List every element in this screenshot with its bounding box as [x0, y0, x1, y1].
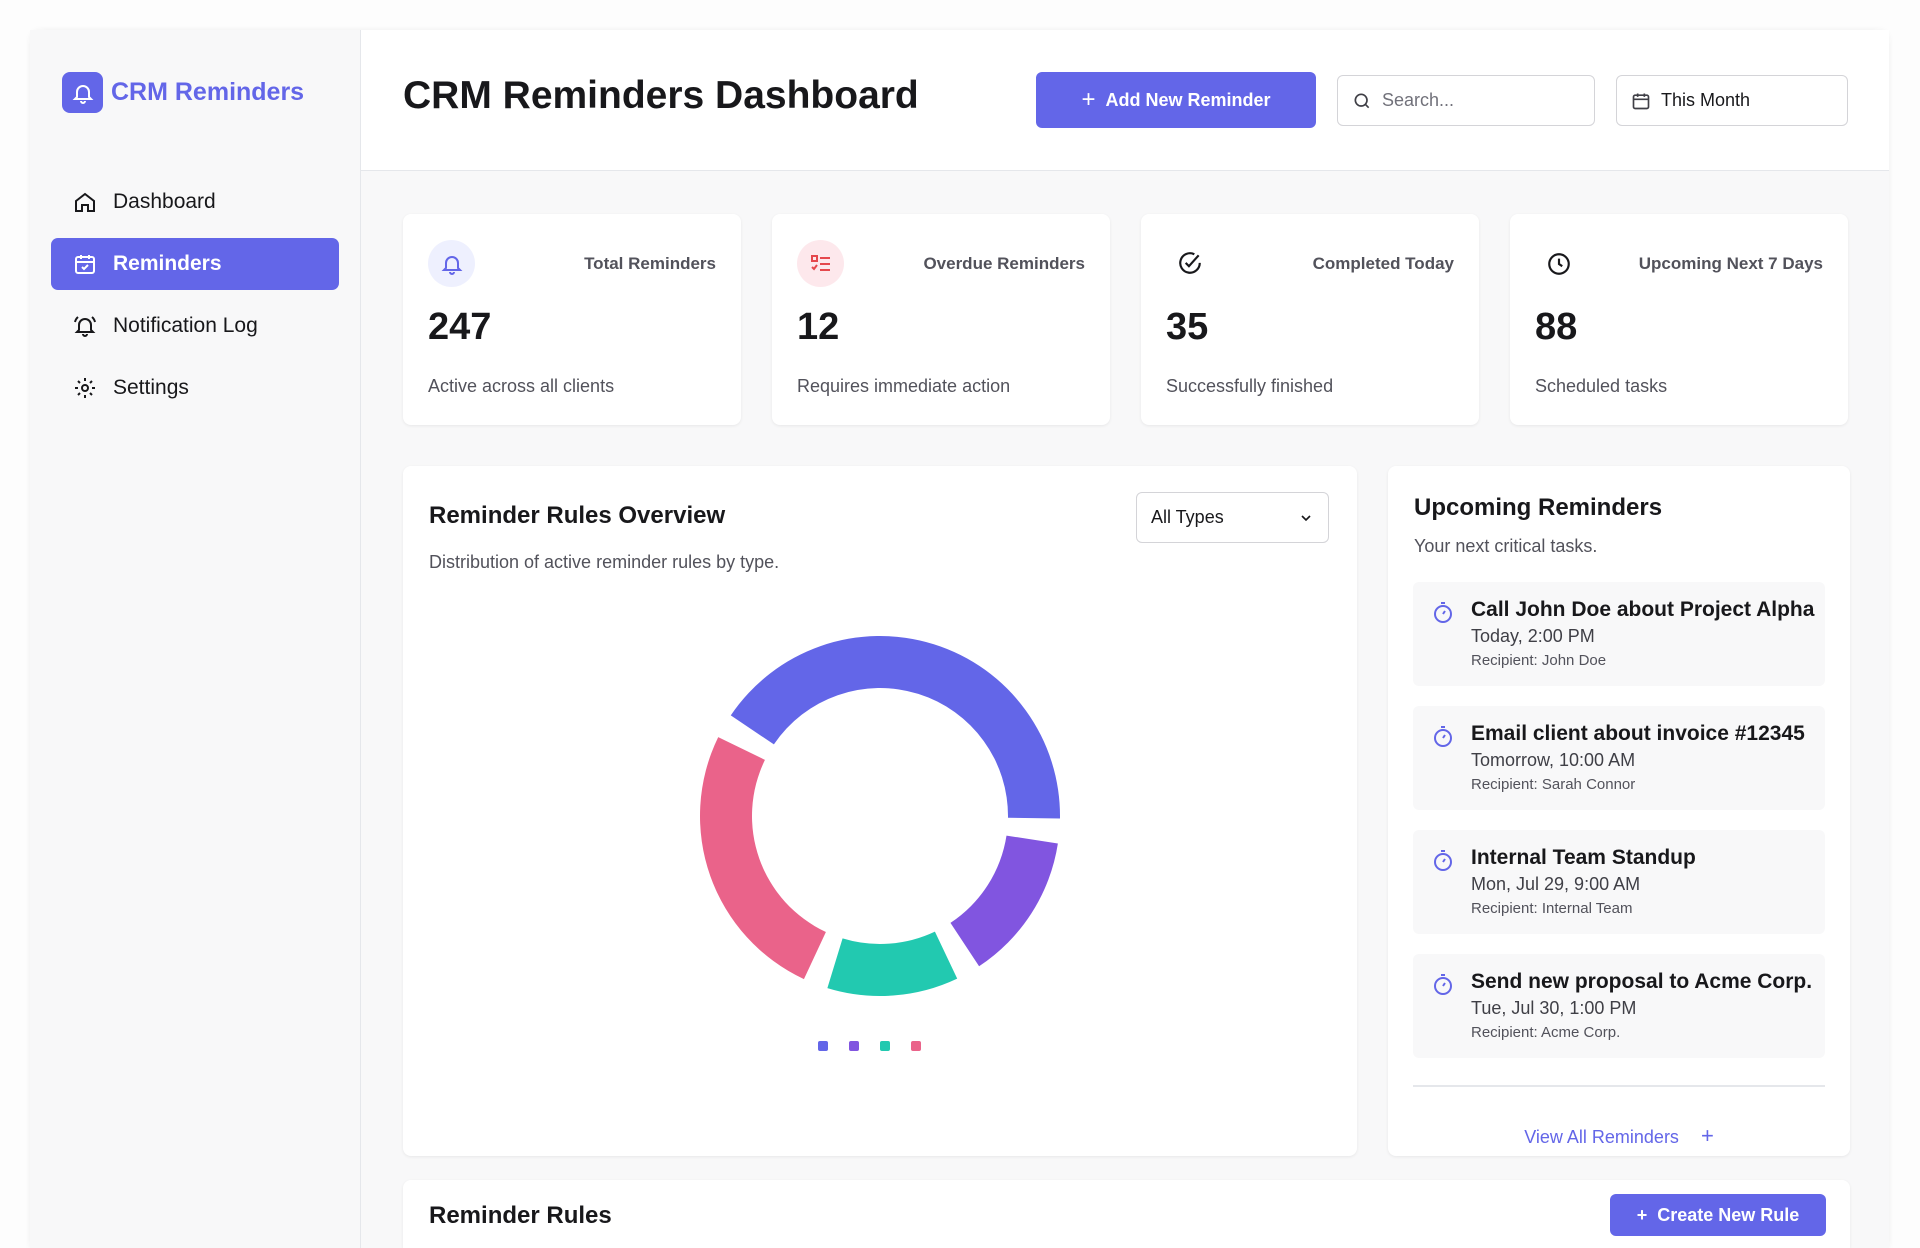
donut-segment[interactable]	[730, 635, 1060, 819]
bell-icon	[428, 240, 475, 287]
bell-icon	[62, 72, 103, 113]
stat-value: 88	[1535, 306, 1578, 348]
overview-subtitle: Distribution of active reminder rules by…	[429, 552, 780, 572]
donut-chart	[700, 635, 1060, 1051]
plus-icon: +	[1700, 1123, 1714, 1148]
date-range-value: This Month	[1661, 90, 1751, 110]
sidebar-item-label: Notification Log	[113, 314, 258, 337]
donut-segment[interactable]	[827, 931, 958, 996]
sidebar-item-reminders[interactable]: Reminders	[51, 238, 339, 290]
timer-icon	[1434, 850, 1452, 871]
legend-swatch[interactable]	[849, 1041, 859, 1051]
donut-segment[interactable]	[950, 835, 1058, 967]
reminder-time: Today, 2:00 PM	[1471, 626, 1595, 646]
chevron-down-icon	[1301, 514, 1311, 521]
divider	[1413, 1085, 1825, 1087]
clock-icon	[1535, 240, 1582, 287]
upcoming-title: Upcoming Reminders	[1414, 494, 1663, 521]
sidebar-item-label: Settings	[113, 376, 189, 399]
stat-label: Upcoming Next 7 Days	[1638, 254, 1823, 273]
sidebar-item-label: Dashboard	[113, 190, 216, 213]
list-check-icon	[797, 240, 844, 287]
reminder-recipient: Recipient: Internal Team	[1471, 900, 1633, 917]
search-icon	[1354, 93, 1370, 108]
plus-icon: +	[1081, 86, 1096, 113]
timer-icon	[1434, 974, 1452, 995]
reminder-item[interactable]: Internal Team Standup Mon, Jul 29, 9:00 …	[1413, 830, 1825, 934]
stat-subtext: Successfully finished	[1166, 376, 1334, 396]
reminder-title: Internal Team Standup	[1471, 846, 1696, 869]
stat-subtext: Active across all clients	[428, 376, 615, 396]
bell-ring-icon	[74, 316, 96, 337]
reminder-time: Tomorrow, 10:00 AM	[1471, 750, 1636, 770]
stat-label: Total Reminders	[584, 254, 716, 273]
calendar-check-icon	[75, 255, 95, 274]
add-reminder-button[interactable]: + Add New Reminder	[1036, 72, 1316, 128]
timer-icon	[1434, 726, 1452, 747]
reminder-recipient: Recipient: Sarah Connor	[1471, 776, 1636, 793]
legend-swatch[interactable]	[880, 1041, 890, 1051]
logo[interactable]: CRM Reminders	[62, 72, 304, 113]
reminder-recipient: Recipient: John Doe	[1471, 652, 1607, 669]
reminder-item[interactable]: Email client about invoice #12345 Tomorr…	[1413, 706, 1825, 810]
stat-card-total: Total Reminders 247 Active across all cl…	[403, 214, 741, 425]
legend-swatch[interactable]	[911, 1041, 921, 1051]
app-window: CRM Reminders Dashboard Reminders Notifi…	[30, 30, 1889, 1248]
plus-icon: +	[1636, 1204, 1648, 1225]
add-reminder-label: Add New Reminder	[1105, 89, 1271, 110]
stat-value: 247	[428, 306, 492, 348]
reminder-time: Mon, Jul 29, 9:00 AM	[1471, 874, 1641, 894]
upcoming-card: Upcoming Reminders Your next critical ta…	[1388, 466, 1850, 1156]
reminder-title: Send new proposal to Acme Corp.	[1471, 970, 1813, 993]
stat-card-completed: Completed Today 35 Successfully finished	[1141, 214, 1479, 425]
create-rule-label: Create New Rule	[1657, 1204, 1800, 1225]
sidebar-nav: Dashboard Reminders Notification Log Set…	[51, 176, 339, 424]
create-rule-button[interactable]: + Create New Rule	[1610, 1194, 1826, 1236]
check-circle-icon	[1166, 240, 1213, 287]
legend-swatch[interactable]	[818, 1041, 828, 1051]
stat-card-overdue: Overdue Reminders 12 Requires immediate …	[772, 214, 1110, 425]
stat-subtext: Scheduled tasks	[1535, 376, 1668, 396]
stat-value: 12	[797, 306, 840, 348]
timer-icon	[1434, 602, 1452, 623]
reminder-time: Tue, Jul 30, 1:00 PM	[1471, 998, 1637, 1018]
sidebar-item-dashboard[interactable]: Dashboard	[51, 176, 339, 228]
sidebar-item-notification-log[interactable]: Notification Log	[51, 300, 339, 352]
sidebar-item-settings[interactable]: Settings	[51, 362, 339, 414]
home-icon	[75, 192, 95, 212]
stat-card-upcoming: Upcoming Next 7 Days 88 Scheduled tasks	[1510, 214, 1848, 425]
stat-label: Completed Today	[1312, 254, 1454, 273]
stat-value: 35	[1166, 306, 1209, 348]
date-range-select[interactable]: This Month	[1616, 75, 1848, 126]
rules-card: Reminder Rules + Create New Rule	[403, 1180, 1850, 1248]
main-content: CRM Reminders Dashboard + Add New Remind…	[361, 30, 1889, 1248]
search-input[interactable]: Search...	[1337, 75, 1595, 126]
reminder-title: Email client about invoice #12345	[1471, 722, 1805, 745]
overview-card: Reminder Rules Overview Distribution of …	[403, 466, 1357, 1156]
reminder-recipient: Recipient: Acme Corp.	[1471, 1024, 1621, 1041]
type-filter-select[interactable]: All Types	[1136, 492, 1329, 543]
view-all-label: View All Reminders	[1524, 1127, 1679, 1147]
type-filter-value: All Types	[1151, 507, 1224, 527]
search-placeholder: Search...	[1382, 90, 1455, 110]
reminder-title: Call John Doe about Project Alpha	[1471, 598, 1815, 621]
app-name: CRM Reminders	[111, 78, 305, 106]
sidebar: CRM Reminders Dashboard Reminders Notifi…	[30, 30, 361, 1248]
gear-icon	[75, 378, 95, 398]
reminder-item[interactable]: Send new proposal to Acme Corp. Tue, Jul…	[1413, 954, 1825, 1058]
stat-label: Overdue Reminders	[923, 254, 1085, 273]
view-all-reminders-link[interactable]: View All Reminders +	[1388, 1123, 1850, 1149]
calendar-icon	[1632, 93, 1650, 109]
reminder-item[interactable]: Call John Doe about Project Alpha Today,…	[1413, 582, 1825, 686]
donut-segment[interactable]	[700, 737, 826, 980]
overview-title: Reminder Rules Overview	[429, 502, 726, 529]
rules-title: Reminder Rules	[429, 1202, 612, 1229]
header: CRM Reminders Dashboard + Add New Remind…	[361, 30, 1889, 171]
sidebar-item-label: Reminders	[113, 252, 222, 275]
upcoming-subtitle: Your next critical tasks.	[1414, 536, 1598, 556]
stat-subtext: Requires immediate action	[797, 376, 1011, 396]
page-title: CRM Reminders Dashboard	[403, 74, 919, 117]
